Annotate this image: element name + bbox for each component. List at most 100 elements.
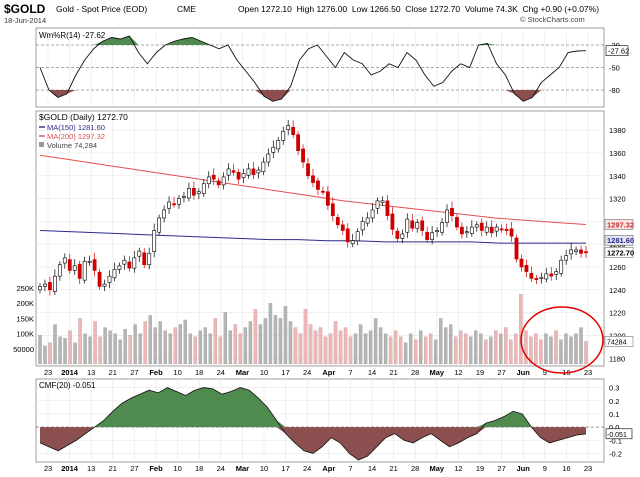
ma150-value-text: 1281.60 — [607, 236, 634, 245]
candle-body — [544, 273, 549, 280]
x-tick-label: 21 — [109, 464, 117, 473]
volume-bar — [248, 321, 253, 365]
x-tick-label: 14 — [368, 368, 376, 377]
candle-body — [77, 263, 82, 279]
volume-bar — [539, 339, 543, 365]
candle-body — [52, 275, 57, 292]
volume-bar — [559, 339, 563, 365]
x-tick-label: 16 — [562, 464, 570, 473]
cmf-tick-label: 0.2 — [609, 397, 619, 406]
volume-bar — [484, 339, 488, 365]
x-tick-label: 9 — [543, 368, 547, 377]
x-tick-label: 2014 — [61, 368, 79, 377]
ma200-line — [39, 154, 587, 225]
x-tick-label: 21 — [389, 368, 397, 377]
x-tick-label: 24 — [217, 368, 225, 377]
x-tick-label: May — [430, 368, 445, 377]
volume-bar — [193, 336, 197, 365]
volume-bar — [403, 342, 408, 365]
x-tick-label: 28 — [411, 464, 419, 473]
candle-body — [132, 257, 137, 269]
volume-bar — [123, 328, 127, 365]
volume-bar — [333, 321, 338, 365]
volume-bar — [408, 333, 413, 365]
candle-body — [67, 259, 72, 271]
close-value-badge — [604, 247, 634, 258]
candle-body — [137, 250, 142, 257]
candle-body — [221, 176, 226, 186]
candle-body — [499, 228, 504, 231]
candle-body — [226, 168, 231, 176]
volume-bar — [58, 336, 62, 365]
volume-bar — [534, 333, 538, 365]
candle-body — [529, 272, 534, 279]
x-tick-label: 2014 — [61, 464, 79, 473]
volume-bar — [238, 333, 243, 365]
volume-bar — [454, 336, 458, 365]
volume-tick-label: 100K — [16, 330, 34, 339]
candle-body — [554, 271, 559, 275]
candle-body — [82, 261, 87, 281]
candle-body — [420, 220, 425, 231]
volume-bar — [88, 336, 92, 365]
x-tick-label: 21 — [109, 368, 117, 377]
candle-body — [410, 220, 415, 229]
price-tick-label: 1240 — [609, 286, 626, 295]
candle-body — [484, 226, 489, 233]
ma200-legend: MA(200) 1297.32 — [47, 132, 105, 141]
volume-bar — [363, 333, 368, 365]
candle-body — [48, 282, 52, 291]
x-tick-label: 23 — [44, 368, 52, 377]
candle-body — [584, 251, 588, 254]
candle-body — [172, 203, 176, 206]
price-tick-label: 1180 — [609, 354, 625, 363]
candle-body — [365, 217, 370, 224]
candle-body — [182, 195, 186, 198]
volume-bar — [413, 339, 418, 365]
copyright: © StockCharts.com — [520, 15, 585, 24]
x-tick-label: Feb — [149, 464, 163, 473]
exchange: CME — [177, 4, 196, 14]
volume-bar — [429, 333, 433, 365]
volume-bar — [183, 319, 187, 365]
volume-bar — [343, 327, 348, 365]
candle-body — [455, 217, 459, 228]
volume-bar — [223, 312, 228, 365]
volume-bar — [524, 330, 528, 365]
volume-bar — [163, 330, 167, 365]
wr-value-text: -27.62 — [608, 47, 629, 56]
volume-bar — [439, 318, 443, 365]
ma150-value-badge — [604, 235, 634, 246]
volume-bar — [358, 324, 363, 365]
candle-body — [489, 226, 494, 234]
low-volume-annotation-circle — [520, 306, 604, 374]
volume-bar — [218, 336, 223, 365]
volume-bar — [303, 309, 308, 365]
volume-bar — [378, 327, 383, 365]
candle-body — [534, 278, 539, 280]
volume-bar — [148, 315, 152, 365]
candle-body — [87, 261, 92, 263]
volume-bar — [464, 333, 468, 365]
volume-bar — [203, 327, 208, 365]
candle-body — [445, 209, 449, 223]
volume-bar — [383, 333, 388, 365]
volume-bar — [243, 327, 248, 365]
candle-body — [112, 269, 117, 279]
candle-body — [569, 249, 574, 255]
candle-body — [405, 218, 410, 233]
wr-tick-label: -80 — [609, 86, 620, 95]
candle-body — [524, 265, 529, 272]
candle-body — [430, 232, 435, 240]
candle-body — [216, 180, 221, 186]
x-tick-label: Jun — [517, 368, 531, 377]
candle-body — [579, 249, 583, 254]
candle-body — [514, 237, 519, 260]
candle-body — [316, 180, 320, 190]
candle-body — [122, 259, 127, 265]
candle-body — [281, 130, 286, 141]
volume-bar — [529, 336, 533, 365]
volume-bar — [398, 336, 403, 365]
candle-body — [360, 221, 365, 231]
candle-body — [117, 265, 122, 270]
